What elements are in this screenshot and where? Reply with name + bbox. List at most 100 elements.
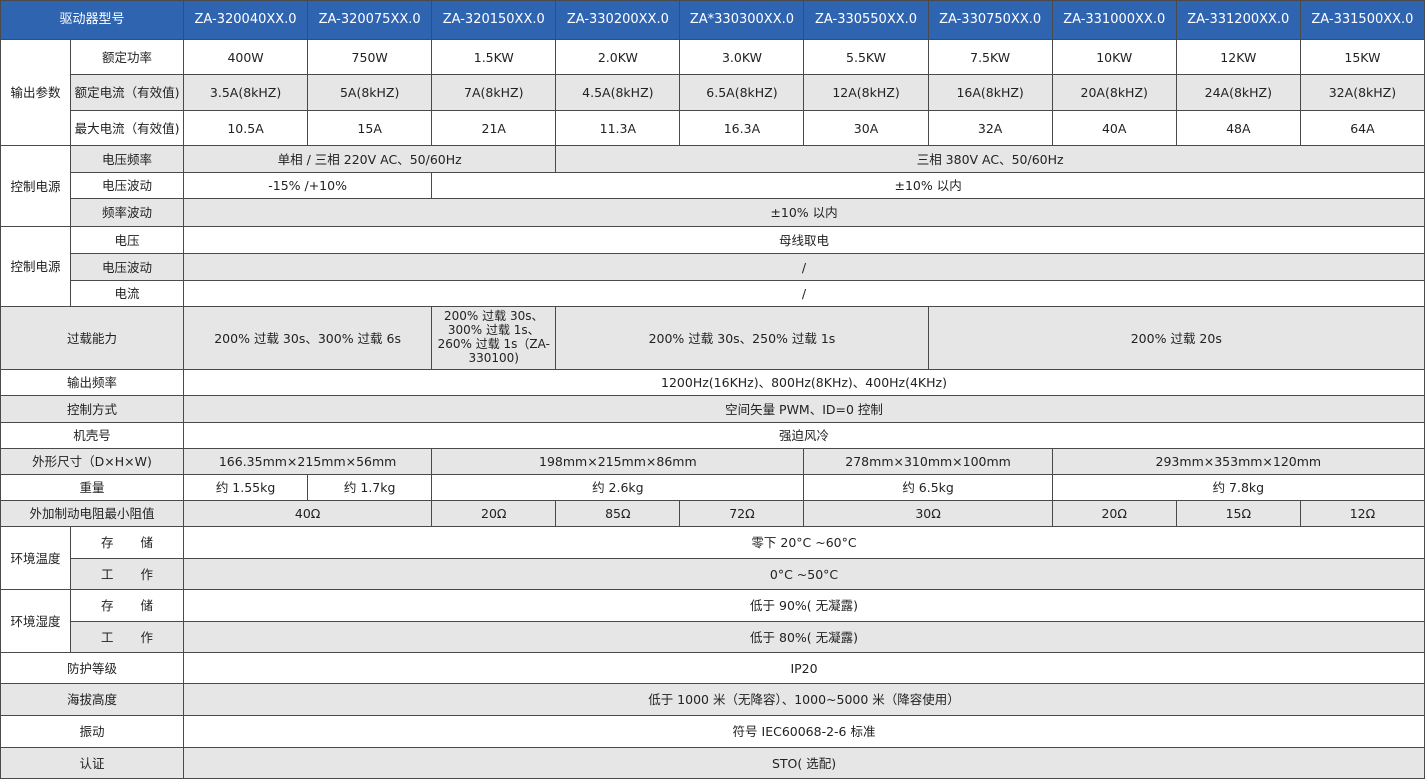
spec-value: 293mm×353mm×120mm <box>1051 448 1425 475</box>
table-row: 外加制动电阻最小阻值 40Ω 20Ω 85Ω 72Ω 30Ω 20Ω 15Ω 12Ω <box>0 500 1425 527</box>
row-label: 控制方式 <box>0 395 185 423</box>
spec-value: 零下 20°C ~60°C <box>183 526 1425 559</box>
model-header: ZA-331000XX.0 <box>1051 0 1177 40</box>
table-row: 工 作 0°C ~50°C <box>1 558 1425 590</box>
row-label: 最大电流（有效值) <box>69 110 185 146</box>
row-label: 电压波动 <box>69 172 185 199</box>
model-header: ZA-330200XX.0 <box>555 0 681 40</box>
row-label: 防护等级 <box>0 652 185 684</box>
spec-value: 5.5KW <box>803 39 929 75</box>
table-row: 控制方式 空间矢量 PWM、ID=0 控制 <box>0 395 1425 423</box>
model-header: ZA-320150XX.0 <box>431 0 557 40</box>
row-label: 电压波动 <box>69 253 185 281</box>
row-label: 海拔高度 <box>0 683 185 716</box>
spec-value: 5A(8kHZ) <box>307 74 433 111</box>
header-row: 驱动器型号 ZA-320040XX.0 ZA-320075XX.0 ZA-32015… <box>0 0 1425 40</box>
spec-value: 198mm×215mm×86mm <box>431 448 805 475</box>
spec-value: 约 7.8kg <box>1051 474 1425 501</box>
spec-value: 约 1.55kg <box>183 474 309 501</box>
table-row: 最大电流（有效值) 10.5A 15A 21A 11.3A 16.3A 30A 32A 40A 4… <box>1 110 1425 146</box>
table-row: 振动 符号 IEC60068-2-6 标准 <box>0 715 1425 748</box>
spec-value: 母线取电 <box>183 226 1425 254</box>
model-header: ZA-330550XX.0 <box>803 0 929 40</box>
model-header: ZA*330300XX.0 <box>679 0 805 40</box>
spec-value: 200% 过载 30s、300% 过载 6s <box>183 306 433 370</box>
row-label: 电压 <box>69 226 185 254</box>
row-label: 工 作 <box>69 621 185 653</box>
spec-value: 32A(8kHZ) <box>1299 74 1425 111</box>
spec-value: 15KW <box>1299 39 1425 75</box>
model-header: ZA-320075XX.0 <box>307 0 433 40</box>
group-label: 环境温度 <box>0 526 71 590</box>
spec-value: 0°C ~50°C <box>183 558 1425 590</box>
group-label: 控制电源 <box>0 145 71 227</box>
spec-value: 15Ω <box>1175 500 1301 527</box>
table-row: 防护等级 IP20 <box>0 652 1425 684</box>
group-label: 输出参数 <box>0 39 71 146</box>
spec-value: -15% /+10% <box>183 172 433 199</box>
spec-value: 7A(8kHZ) <box>431 74 557 111</box>
table-row: 控制电源 电压 母线取电 <box>0 226 1425 307</box>
spec-value: ±10% 以内 <box>183 198 1425 227</box>
spec-value: 40A <box>1051 110 1177 146</box>
table-row: 输出参数 额定功率 400W 750W 1.5KW 2.0KW 3.0KW 5.5KW 7.5K… <box>0 39 1425 146</box>
row-label: 外加制动电阻最小阻值 <box>0 500 185 527</box>
spec-value: 12Ω <box>1299 500 1425 527</box>
spec-value: 12KW <box>1175 39 1301 75</box>
row-label: 外形尺寸（D×H×W) <box>0 448 185 475</box>
spec-value: 3.5A(8kHZ) <box>183 74 309 111</box>
spec-value: 低于 80%( 无凝露) <box>183 621 1425 653</box>
spec-value: 约 1.7kg <box>307 474 433 501</box>
table-row: 控制电源 电压频率 单相 / 三相 220V AC、50/60Hz 三相 380V A… <box>0 145 1425 227</box>
spec-value: 2.0KW <box>555 39 681 75</box>
row-label: 工 作 <box>69 558 185 590</box>
spec-value: / <box>183 253 1425 281</box>
spec-value: 85Ω <box>555 500 681 527</box>
spec-value: 单相 / 三相 220V AC、50/60Hz <box>183 145 557 173</box>
spec-value: 约 2.6kg <box>431 474 805 501</box>
spec-value: 278mm×310mm×100mm <box>803 448 1053 475</box>
row-label: 额定功率 <box>69 39 185 75</box>
spec-value: 12A(8kHZ) <box>803 74 929 111</box>
model-header: ZA-331200XX.0 <box>1175 0 1301 40</box>
spec-value: 72Ω <box>679 500 805 527</box>
spec-value: / <box>183 280 1425 307</box>
spec-value: 30A <box>803 110 929 146</box>
table-row: 工 作低于 80%( 无凝露) <box>1 621 1425 653</box>
spec-value: 200% 过载 30s、250% 过载 1s <box>555 306 929 370</box>
spec-value: 16A(8kHZ) <box>927 74 1053 111</box>
row-label: 重量 <box>0 474 185 501</box>
row-label: 机壳号 <box>0 422 185 449</box>
row-label: 电压频率 <box>69 145 185 173</box>
spec-value: 32A <box>927 110 1053 146</box>
spec-value: 4.5A(8kHZ) <box>555 74 681 111</box>
spec-value: 200% 过载 30s、300% 过载 1s、260% 过载 1s（ZA-330… <box>431 306 557 370</box>
table-row: 环境湿度存 储低于 90%( 无凝露) <box>0 589 1425 653</box>
table-row: 输出频率 1200Hz(16KHz)、800Hz(8KHz)、400Hz(4KHz… <box>0 369 1425 396</box>
spec-value: STO( 选配) <box>183 747 1425 779</box>
spec-value: 21A <box>431 110 557 146</box>
spec-value: 200% 过载 20s <box>927 306 1425 370</box>
table-row: 重量约 1.55kg 约 1.7kg 约 2.6kg 约 6.5kg 约 7.8kg <box>0 474 1425 501</box>
header-label: 驱动器型号 <box>0 0 185 40</box>
model-header: ZA-330750XX.0 <box>927 0 1053 40</box>
row-label: 存 储 <box>69 589 185 622</box>
spec-value: 30Ω <box>803 500 1053 527</box>
table-row: 机壳号 强迫风冷 <box>0 422 1425 449</box>
spec-value: 符号 IEC60068-2-6 标准 <box>183 715 1425 748</box>
table-row: 额定电流（有效值) 3.5A(8kHZ) 5A(8kHZ) 7A(8kHZ) 4.5A(… <box>1 74 1425 111</box>
table-row: 环境温度存 储零下 20°C ~60°C <box>0 526 1425 590</box>
spec-value: 低于 90%( 无凝露) <box>183 589 1425 622</box>
spec-value: 3.0KW <box>679 39 805 75</box>
spec-value: 400W <box>183 39 309 75</box>
spec-value: 6.5A(8kHZ) <box>679 74 805 111</box>
spec-value: 10.5A <box>183 110 309 146</box>
row-label: 认证 <box>0 747 185 779</box>
spec-value: 16.3A <box>679 110 805 146</box>
row-label: 额定电流（有效值) <box>69 74 185 111</box>
spec-value: 40Ω <box>183 500 433 527</box>
spec-value: 1200Hz(16KHz)、800Hz(8KHz)、400Hz(4KHz) <box>183 369 1425 396</box>
group-label: 控制电源 <box>0 226 71 307</box>
row-label: 振动 <box>0 715 185 748</box>
